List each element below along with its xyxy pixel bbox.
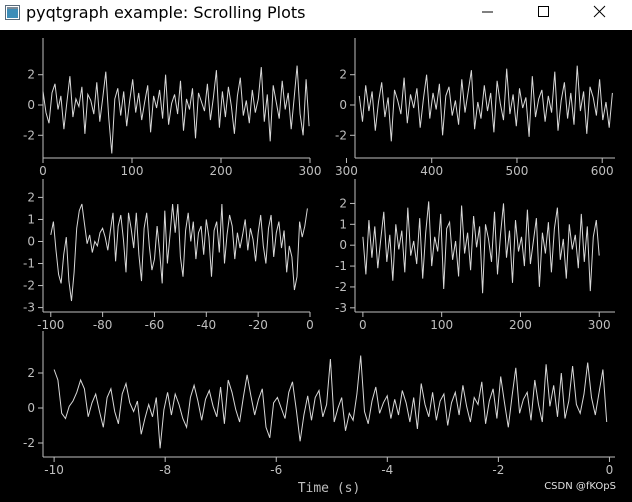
series-line	[53, 355, 608, 449]
x-tick-label: 300	[588, 318, 611, 332]
plot-1[interactable]: -2 0 2 0 100 200 300	[23, 38, 321, 178]
x-tick-label: 300	[299, 164, 322, 178]
x-tick-label: 100	[430, 318, 453, 332]
x-tick-label: 0	[39, 164, 47, 178]
close-icon	[593, 5, 606, 18]
x-tick-label: -40	[197, 318, 217, 332]
x-tick-label: 100	[121, 164, 144, 178]
maximize-button[interactable]	[520, 0, 566, 30]
y-tick-label: -2	[23, 279, 35, 293]
minimize-button[interactable]	[464, 0, 510, 30]
series-line	[358, 65, 613, 142]
y-tick-label: -2	[335, 280, 347, 294]
watermark: CSDN @fKOpS	[544, 481, 616, 492]
x-tick-label: -4	[381, 463, 393, 477]
x-tick-label: -20	[248, 318, 268, 332]
y-tick-label: 0	[27, 401, 35, 415]
x-tick-label: 500	[506, 164, 529, 178]
y-tick-label: -2	[335, 128, 347, 142]
x-tick-label: 400	[420, 164, 443, 178]
y-tick-label: 0	[339, 98, 347, 112]
y-tick-label: -1	[23, 257, 35, 271]
maximize-icon	[538, 6, 549, 17]
x-tick-label: -60	[145, 318, 165, 332]
plot-3[interactable]: -3 -2 -1 0 1 2 -100 -80 -60 -40 -20 0	[23, 179, 314, 332]
x-tick-label: -6	[270, 463, 282, 477]
plot-5[interactable]: -2 0 2 -10 -8 -6 -4 -2 0 Time (s)	[23, 331, 615, 496]
y-tick-label: -3	[23, 301, 35, 315]
x-tick-label: -8	[159, 463, 171, 477]
y-tick-label: -2	[23, 128, 35, 142]
x-axis-label: Time (s)	[298, 481, 361, 496]
series-line	[50, 203, 308, 302]
x-tick-label: -80	[93, 318, 113, 332]
x-tick-label: 300	[335, 164, 358, 178]
x-tick-label: 0	[606, 463, 614, 477]
y-tick-label: 0	[339, 238, 347, 252]
plot-4[interactable]: -3 -2 -1 0 1 2 0 100 200 300	[335, 179, 615, 332]
series-line	[42, 65, 310, 154]
y-tick-label: 2	[339, 68, 347, 82]
x-tick-label: -2	[492, 463, 504, 477]
plot-2[interactable]: -2 0 2 300 400 500 600	[335, 38, 615, 178]
minimize-icon	[482, 11, 493, 13]
y-tick-label: 1	[339, 217, 347, 231]
y-tick-label: 0	[27, 234, 35, 248]
series-line	[362, 201, 600, 294]
y-tick-label: 1	[27, 212, 35, 226]
window-title: pyqtgraph example: Scrolling Plots	[26, 3, 306, 22]
y-tick-label: 2	[27, 366, 35, 380]
y-tick-label: -2	[23, 436, 35, 450]
y-tick-label: 2	[27, 190, 35, 204]
y-tick-label: 0	[27, 98, 35, 112]
x-tick-label: 200	[210, 164, 233, 178]
y-tick-label: -3	[335, 301, 347, 315]
y-tick-label: 2	[339, 196, 347, 210]
title-bar[interactable]: pyqtgraph example: Scrolling Plots	[0, 0, 632, 30]
x-tick-label: 0	[306, 318, 314, 332]
x-tick-label: -100	[37, 318, 64, 332]
x-tick-label: 600	[591, 164, 614, 178]
close-button[interactable]	[576, 0, 622, 30]
x-tick-label: 0	[359, 318, 367, 332]
app-icon	[5, 5, 20, 20]
x-tick-label: 200	[509, 318, 532, 332]
x-tick-label: -10	[44, 463, 64, 477]
y-tick-label: 2	[27, 68, 35, 82]
y-tick-label: -1	[335, 259, 347, 273]
